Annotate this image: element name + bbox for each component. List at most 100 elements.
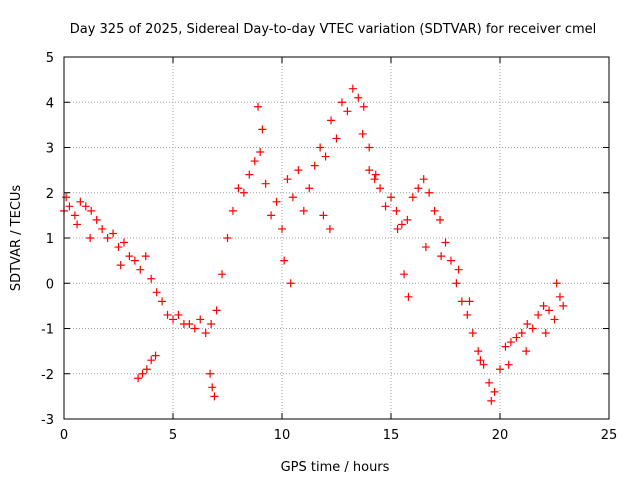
data-point: [454, 265, 463, 274]
x-tick-label: 0: [60, 428, 68, 443]
y-tick-label: 4: [46, 96, 54, 111]
data-point: [286, 279, 295, 288]
y-tick-label: -1: [41, 323, 54, 338]
data-point: [437, 252, 446, 261]
data-point: [151, 351, 160, 360]
data-point: [130, 256, 139, 265]
y-tick-label: 2: [46, 187, 54, 202]
data-point: [490, 387, 499, 396]
data-point: [70, 211, 79, 220]
data-point: [76, 197, 85, 206]
data-point: [152, 288, 161, 297]
data-point: [474, 347, 483, 356]
data-point: [517, 329, 526, 338]
x-tick-label: 25: [601, 428, 618, 443]
data-point: [81, 202, 90, 211]
data-point: [147, 274, 156, 283]
x-tick-label: 10: [274, 428, 291, 443]
data-point: [319, 211, 328, 220]
data-point: [476, 356, 485, 365]
data-point: [419, 175, 428, 184]
data-points: [60, 84, 568, 405]
data-point: [261, 179, 270, 188]
y-tick-label: -2: [41, 368, 54, 383]
data-point: [142, 365, 151, 374]
data-point: [421, 243, 430, 252]
data-point: [358, 129, 367, 138]
data-point: [403, 215, 412, 224]
data-point: [73, 220, 82, 229]
data-point: [245, 170, 254, 179]
data-point: [239, 188, 248, 197]
data-point: [376, 184, 385, 193]
data-point: [504, 360, 513, 369]
data-point: [174, 310, 183, 319]
data-point: [299, 206, 308, 215]
data-point: [393, 224, 402, 233]
data-point: [196, 315, 205, 324]
data-point: [223, 234, 232, 242]
data-point: [321, 152, 330, 161]
data-point: [348, 84, 357, 93]
data-point: [254, 102, 263, 111]
data-point: [169, 315, 177, 324]
data-point: [354, 93, 363, 102]
data-point: [468, 329, 477, 338]
data-point: [408, 193, 417, 202]
data-point: [381, 202, 390, 211]
data-point: [256, 148, 265, 157]
y-tick-label: 1: [46, 232, 54, 247]
data-point: [258, 125, 267, 134]
data-point: [86, 234, 95, 242]
data-point: [523, 319, 532, 328]
data-point: [365, 166, 374, 175]
data-point: [218, 270, 227, 279]
y-tick-label: 0: [46, 277, 54, 292]
data-point: [436, 215, 445, 224]
data-point: [534, 310, 543, 319]
plot-frame: [63, 56, 610, 420]
data-point: [65, 202, 74, 211]
data-point: [496, 365, 504, 374]
data-point: [190, 324, 199, 333]
data-point: [103, 234, 112, 242]
data-point: [305, 184, 314, 193]
data-point: [404, 292, 413, 301]
data-point: [234, 184, 243, 193]
data-point: [457, 297, 466, 306]
data-point: [158, 297, 167, 306]
data-point: [116, 261, 125, 270]
data-point: [327, 116, 336, 125]
data-point: [163, 310, 172, 319]
data-point: [147, 356, 156, 365]
data-point: [288, 193, 297, 202]
data-point: [337, 98, 346, 107]
data-point: [441, 238, 450, 247]
data-point: [559, 301, 568, 310]
data-point: [343, 107, 352, 116]
data-point: [332, 134, 341, 143]
data-point: [228, 206, 237, 215]
x-tick-label: 20: [492, 428, 509, 443]
data-point: [125, 252, 134, 261]
x-axis-label: GPS time / hours: [281, 460, 390, 475]
data-point: [185, 319, 194, 328]
y-axis-label: SDTVAR / TECUs: [9, 185, 24, 292]
data-point: [278, 224, 286, 233]
data-point: [136, 265, 145, 274]
data-point: [207, 319, 216, 328]
y-tick-label: 3: [46, 142, 54, 157]
data-point: [452, 279, 461, 288]
data-point: [359, 102, 368, 111]
data-point: [550, 315, 559, 324]
data-point: [463, 310, 472, 319]
data-point: [138, 369, 147, 378]
data-point: [267, 211, 276, 220]
data-point: [541, 329, 550, 338]
data-point: [310, 161, 319, 170]
data-point: [522, 347, 531, 356]
data-point: [485, 378, 494, 387]
data-point: [280, 256, 289, 265]
grid: [64, 57, 609, 419]
